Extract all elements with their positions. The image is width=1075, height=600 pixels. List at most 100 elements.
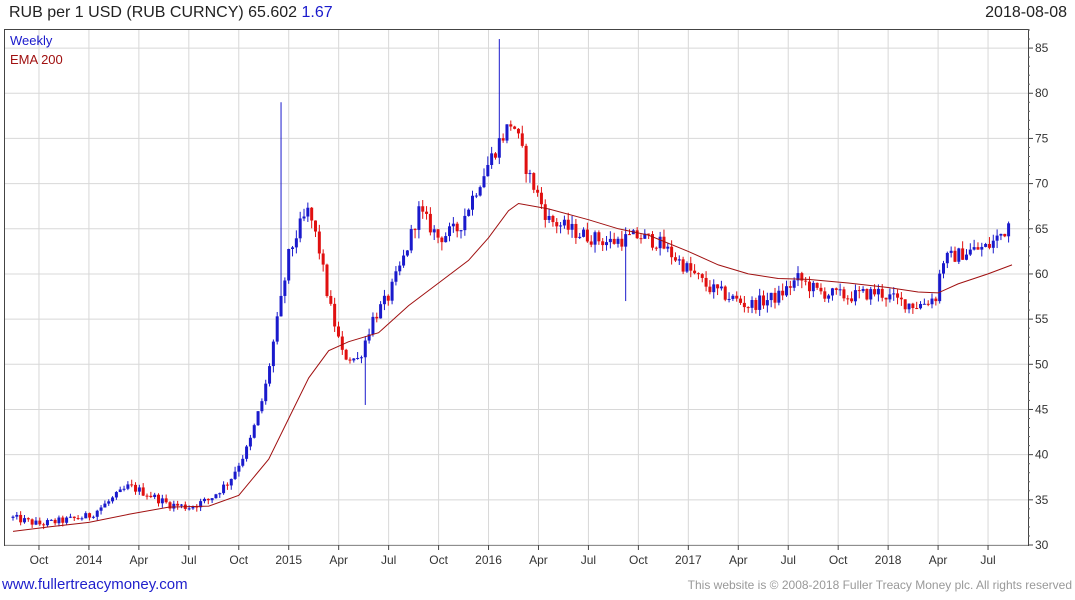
candle-body — [850, 298, 854, 302]
candle-body — [930, 298, 934, 305]
candle-body — [896, 293, 900, 298]
candle-body — [379, 304, 383, 319]
candle-body — [65, 517, 69, 523]
candle-body — [45, 520, 49, 526]
candle-body — [876, 288, 880, 295]
candle-body — [968, 249, 972, 255]
candle-body — [348, 359, 352, 361]
candle-body — [206, 498, 210, 501]
candle-body — [804, 280, 808, 282]
candle-body — [1003, 233, 1007, 237]
candle-body — [696, 273, 700, 275]
candle-body — [145, 495, 149, 497]
site-link[interactable]: www.fullertreacymoney.com — [2, 576, 188, 593]
candle-body — [708, 286, 712, 293]
candle-body — [141, 487, 145, 496]
candle-body — [796, 273, 800, 281]
candle-body — [91, 516, 95, 518]
candle-body — [972, 247, 976, 250]
candle-body — [773, 292, 777, 303]
candle-body — [593, 232, 597, 245]
candle-body — [264, 383, 268, 402]
candle-body — [758, 295, 762, 310]
candle-body — [157, 494, 161, 504]
candle-body — [241, 458, 245, 466]
candle-body — [777, 290, 781, 303]
x-tick-label: 2017 — [675, 553, 702, 567]
candle-body — [49, 519, 53, 521]
candle-body — [643, 233, 647, 239]
candle-body — [547, 215, 551, 220]
x-tick-label: 2018 — [875, 553, 902, 567]
candle-body — [830, 288, 834, 296]
chart-header: RUB per 1 USD (RUB CURNCY) 65.602 1.67 2… — [0, 0, 1075, 30]
candle-body — [524, 145, 528, 174]
chart-title: RUB per 1 USD (RUB CURNCY) 65.602 1.67 — [9, 4, 333, 22]
grid-lines — [5, 30, 1028, 546]
candle-body — [321, 253, 325, 265]
candle-body — [168, 502, 172, 509]
candle-body — [907, 303, 911, 310]
candle-body — [436, 229, 440, 238]
candle-body — [153, 494, 157, 498]
candle-body — [130, 484, 134, 486]
candle-body — [555, 222, 559, 227]
candle-body — [164, 498, 168, 503]
ema-200-line — [12, 202, 1013, 532]
candle-body — [520, 133, 524, 146]
candle-body — [176, 503, 180, 506]
candle-body — [712, 284, 716, 293]
candle-body — [666, 246, 670, 249]
candle-body — [107, 501, 111, 504]
candle-body — [800, 273, 804, 281]
candle-body — [306, 207, 310, 217]
candle-body — [467, 209, 471, 216]
candle-body — [585, 229, 589, 242]
x-tick-label: Jul — [581, 553, 596, 567]
candle-body — [134, 484, 138, 492]
candle-body — [291, 247, 295, 249]
candle-body — [624, 234, 628, 247]
candle-body — [325, 264, 329, 296]
candle-body — [501, 138, 505, 141]
y-tick-label: 55 — [1035, 312, 1049, 326]
candle-body — [417, 206, 421, 230]
x-tick-label: Jul — [381, 553, 396, 567]
candle-body — [792, 280, 796, 288]
candle-body — [114, 492, 118, 498]
x-tick-label: 2014 — [76, 553, 103, 567]
candle-body — [601, 241, 605, 246]
candle-body — [620, 238, 624, 247]
candle-body — [61, 517, 65, 523]
candle-body — [245, 446, 249, 459]
x-tick-label: Oct — [229, 553, 248, 567]
candle-body — [938, 273, 942, 302]
candle-body — [279, 295, 283, 317]
x-tick-label: Apr — [329, 553, 348, 567]
candle-body — [222, 484, 226, 494]
candle-body — [731, 295, 735, 299]
candle-body — [945, 252, 949, 264]
candle-body — [811, 282, 815, 292]
candle-body — [76, 518, 80, 520]
candle-body — [769, 292, 773, 301]
candle-body — [214, 494, 218, 499]
x-tick-label: Jul — [181, 553, 196, 567]
candle-body — [490, 153, 494, 165]
candle-body — [386, 295, 390, 301]
candle-body — [19, 514, 23, 523]
chart-date: 2018-08-08 — [985, 4, 1067, 21]
candle-body — [333, 303, 337, 327]
ema-legend: EMA 200 — [10, 52, 63, 67]
candle-body — [275, 316, 279, 342]
x-tick-label: Oct — [30, 553, 49, 567]
y-tick-label: 45 — [1035, 402, 1049, 416]
candle-body — [976, 247, 980, 250]
x-tick-label: Jul — [980, 553, 995, 567]
candle-body — [398, 265, 402, 272]
candle-body — [834, 288, 838, 290]
candle-body — [405, 250, 409, 256]
candle-body — [589, 241, 593, 245]
candle-body — [283, 280, 287, 296]
candle-body — [647, 233, 651, 235]
